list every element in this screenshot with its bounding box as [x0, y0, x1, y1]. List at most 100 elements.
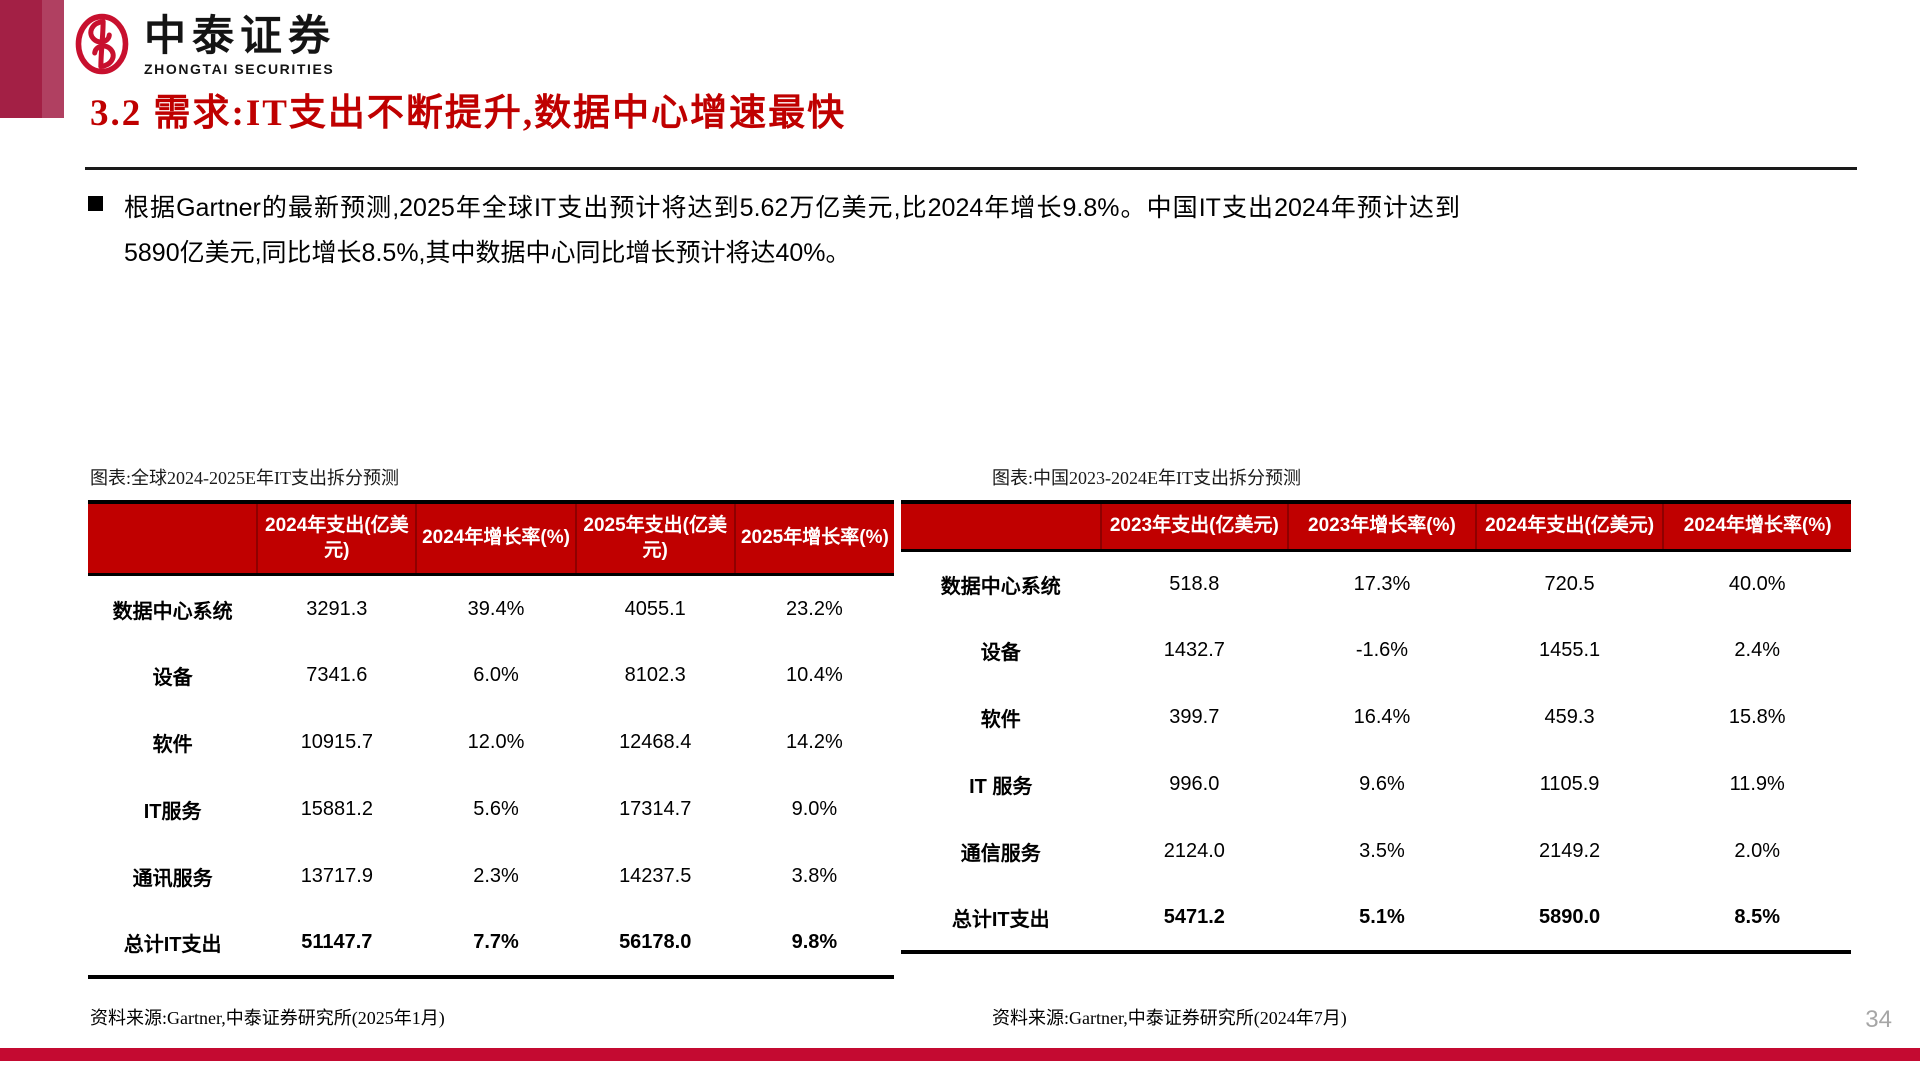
right-source-note: 资料来源:Gartner,中泰证券研究所(2024年7月) [992, 1008, 1347, 1028]
logo-name-en: ZHONGTAI SECURITIES [144, 61, 335, 78]
global-it-spending-table: 2024年支出(亿美元) 2024年增长率(%) 2025年支出(亿美元) 2025年… [88, 500, 894, 979]
cell-value: 1455.1 [1538, 639, 1601, 662]
cell-value: 720.5 [1544, 572, 1595, 595]
row-label: 数据中心系统 [112, 600, 233, 623]
left-source-note: 资料来源:Gartner,中泰证券研究所(2025年1月) [90, 1008, 445, 1028]
cell-value: 23.2% [786, 597, 843, 620]
zhongtai-logo-text: 中泰证券 ZHONGTAI SECURITIES [144, 12, 336, 77]
table-row: 设备 7341.6 6.0% 8102.3 10.4% [88, 642, 894, 709]
table-row: 通信服务 2124.0 3.5% 2149.2 2.0% [901, 818, 1851, 885]
column-header: 2024年支出(亿美元) [1474, 499, 1664, 552]
row-label: 总计IT支出 [901, 885, 1101, 955]
cell-value: 56178.0 [575, 909, 735, 979]
table-row: 软件 10915.7 12.0% 12468.4 14.2% [88, 709, 894, 776]
column-header [88, 500, 258, 577]
cell-value: 6.0% [473, 663, 519, 686]
footer-bar [0, 1048, 1920, 1061]
cell-value: 996.0 [1169, 773, 1220, 796]
table-row: IT 服务 996.0 9.6% 1105.9 11.9% [901, 751, 1851, 818]
cell-value: 8.5% [1663, 885, 1851, 955]
row-label: 设备 [152, 666, 193, 689]
page-number: 34 [1865, 1006, 1892, 1033]
bullet-paragraph: 根据Gartner的最新预测,2025年全球IT支出预计将达到5.62万亿美元,… [88, 186, 1460, 276]
row-label: 数据中心系统 [940, 575, 1061, 598]
cell-value: 8102.3 [624, 663, 686, 686]
table-row: 软件 399.7 16.4% 459.3 15.8% [901, 684, 1851, 751]
cell-value: 2.3% [473, 864, 519, 887]
cell-value: 12468.4 [619, 730, 692, 753]
cell-value: 16.4% [1353, 706, 1411, 729]
table-row: 总计IT支出 51147.7 7.7% 56178.0 9.8% [88, 909, 894, 979]
cell-value: 14.2% [786, 730, 843, 753]
row-label: 软件 [980, 709, 1021, 732]
column-header: 2025年增长率(%) [733, 500, 894, 577]
column-header: 2025年支出(亿美元) [574, 500, 735, 577]
left-figure-caption: 图表:全球2024-2025E年IT支出拆分预测 [90, 468, 399, 488]
cell-value: 9.8% [734, 909, 894, 979]
row-label: 软件 [152, 733, 193, 756]
row-label: IT 服务 [969, 776, 1033, 799]
table-header-row: 2023年支出(亿美元) 2023年增长率(%) 2024年支出(亿美元) 2024年… [901, 499, 1851, 552]
row-label: 通讯服务 [132, 867, 213, 890]
cell-value: 7.7% [416, 909, 576, 979]
table-row: 通讯服务 13717.9 2.3% 14237.5 3.8% [88, 843, 894, 910]
row-label: 设备 [980, 642, 1021, 665]
cell-value: 2149.2 [1538, 840, 1601, 863]
table-row: 设备 1432.7 -1.6% 1455.1 2.4% [901, 617, 1851, 684]
cell-value: 51147.7 [257, 909, 417, 979]
cell-value: 5890.0 [1475, 885, 1664, 955]
row-label: 通信服务 [960, 843, 1041, 866]
cell-value: 5.6% [473, 797, 519, 820]
cell-value: 1105.9 [1539, 773, 1600, 796]
cell-value: 40.0% [1728, 572, 1786, 595]
cell-value: 3.5% [1359, 840, 1405, 863]
cell-value: 2.4% [1734, 639, 1780, 662]
cell-value: 9.6% [1359, 773, 1405, 796]
cell-value: 17.3% [1353, 572, 1411, 595]
corner-accent-light [42, 0, 64, 118]
cell-value: 459.3 [1544, 706, 1595, 729]
page-title: 3.2 需求:IT支出不断提升,数据中心增速最快 [90, 93, 847, 134]
cell-value: 5.1% [1288, 885, 1476, 955]
column-header: 2023年支出(亿美元) [1099, 499, 1289, 552]
column-header: 2024年支出(亿美元) [256, 500, 417, 577]
cell-value: 39.4% [467, 597, 525, 620]
cell-value: 9.0% [791, 797, 838, 820]
cell-value: 15.8% [1728, 706, 1786, 729]
zhongtai-logo: 中泰证券 ZHONGTAI SECURITIES [74, 12, 336, 77]
cell-value: 4055.1 [624, 597, 686, 620]
cell-value: 3291.3 [306, 597, 368, 620]
cell-value: 518.8 [1169, 572, 1220, 595]
cell-value: 5471.2 [1100, 885, 1289, 955]
row-label: 总计IT支出 [88, 909, 258, 979]
cell-value: 10915.7 [300, 730, 373, 753]
cell-value: 17314.7 [619, 797, 692, 820]
bullet-text: 根据Gartner的最新预测,2025年全球IT支出预计将达到5.62万亿美元,… [124, 194, 1460, 267]
china-it-spending-table: 2023年支出(亿美元) 2023年增长率(%) 2024年支出(亿美元) 2024年… [901, 499, 1851, 955]
cell-value: 399.7 [1169, 706, 1220, 729]
cell-value: 11.9% [1729, 773, 1785, 796]
column-header [901, 499, 1101, 552]
table-row: IT服务 15881.2 5.6% 17314.7 9.0% [88, 776, 894, 843]
right-figure-caption: 图表:中国2023-2024E年IT支出拆分预测 [992, 468, 1301, 488]
cell-value: 15881.2 [300, 797, 373, 820]
zhongtai-logo-icon [75, 13, 129, 75]
row-label: IT服务 [143, 800, 202, 823]
cell-value: 3.8% [791, 864, 838, 887]
cell-value: 13717.9 [300, 864, 373, 887]
column-header: 2024年增长率(%) [415, 500, 576, 577]
cell-value: 7341.6 [306, 663, 368, 686]
bullet-square-icon [88, 196, 103, 211]
table-row: 总计IT支出 5471.2 5.1% 5890.0 8.5% [901, 885, 1851, 955]
cell-value: 1432.7 [1163, 639, 1225, 662]
logo-name-cn: 中泰证券 [144, 12, 337, 59]
title-divider [85, 167, 1857, 170]
column-header: 2024年增长率(%) [1662, 499, 1851, 552]
cell-value: 10.4% [786, 663, 843, 686]
cell-value: -1.6% [1355, 639, 1409, 662]
table-row: 数据中心系统 3291.3 39.4% 4055.1 23.2% [88, 575, 894, 642]
column-header: 2023年增长率(%) [1287, 499, 1476, 552]
cell-value: 2124.0 [1163, 840, 1225, 863]
cell-value: 14237.5 [619, 864, 692, 887]
table-header-row: 2024年支出(亿美元) 2024年增长率(%) 2025年支出(亿美元) 2025年… [88, 500, 894, 577]
